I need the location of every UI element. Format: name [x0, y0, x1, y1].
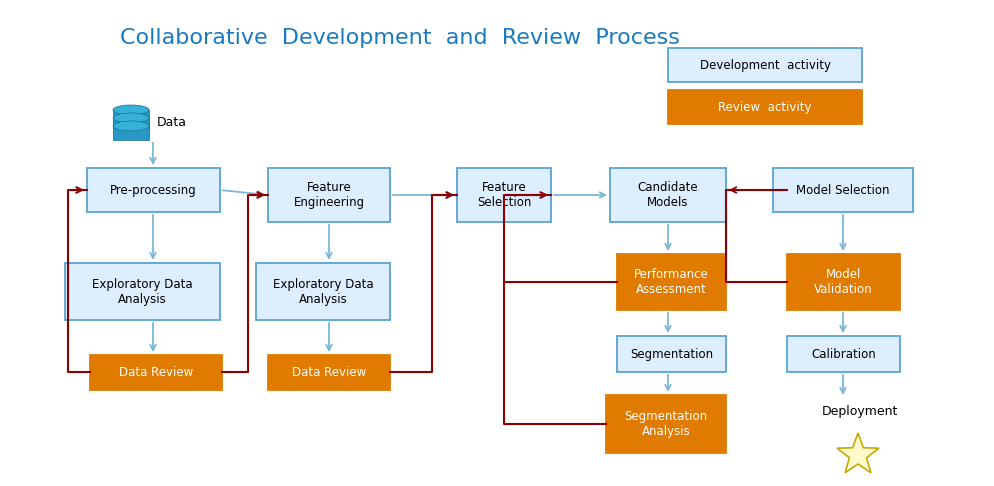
Text: Candidate
Models: Candidate Models [637, 181, 698, 209]
Text: Segmentation: Segmentation [629, 347, 713, 361]
Bar [772, 168, 912, 212]
Text: Feature
Engineering: Feature Engineering [293, 181, 364, 209]
Bar [113, 118, 149, 132]
Bar [113, 110, 149, 124]
Polygon shape [836, 433, 878, 473]
Bar [605, 395, 726, 453]
Bar [267, 168, 390, 222]
Text: Data: Data [157, 116, 187, 128]
Bar [113, 126, 149, 140]
Text: Calibration: Calibration [810, 347, 875, 361]
Text: Exploratory Data
Analysis: Exploratory Data Analysis [92, 278, 193, 306]
Ellipse shape [113, 113, 149, 123]
Ellipse shape [113, 105, 149, 115]
Text: Segmentation
Analysis: Segmentation Analysis [624, 410, 707, 438]
Bar [456, 168, 551, 222]
Bar [267, 355, 390, 390]
Ellipse shape [113, 121, 149, 131]
Text: Data Review: Data Review [291, 366, 366, 379]
Bar [667, 48, 861, 82]
Text: Deployment: Deployment [821, 405, 898, 418]
Bar [616, 336, 726, 372]
Text: Model Selection: Model Selection [795, 184, 889, 196]
Bar [609, 168, 726, 222]
Text: Exploratory Data
Analysis: Exploratory Data Analysis [272, 278, 373, 306]
Text: Development  activity: Development activity [699, 58, 830, 71]
Text: Review  activity: Review activity [718, 101, 811, 114]
Text: Pre-processing: Pre-processing [110, 184, 197, 196]
Bar [89, 355, 222, 390]
Text: Performance
Assessment: Performance Assessment [633, 268, 708, 296]
Bar [65, 263, 220, 320]
Text: Model
Validation: Model Validation [813, 268, 872, 296]
Text: Collaborative  Development  and  Review  Process: Collaborative Development and Review Pro… [120, 28, 679, 48]
Bar [786, 254, 900, 310]
Text: Data Review: Data Review [118, 366, 193, 379]
Bar [255, 263, 390, 320]
Bar [616, 254, 726, 310]
Text: Feature
Selection: Feature Selection [476, 181, 531, 209]
Bar [667, 90, 861, 124]
Bar [786, 336, 900, 372]
Bar [86, 168, 220, 212]
